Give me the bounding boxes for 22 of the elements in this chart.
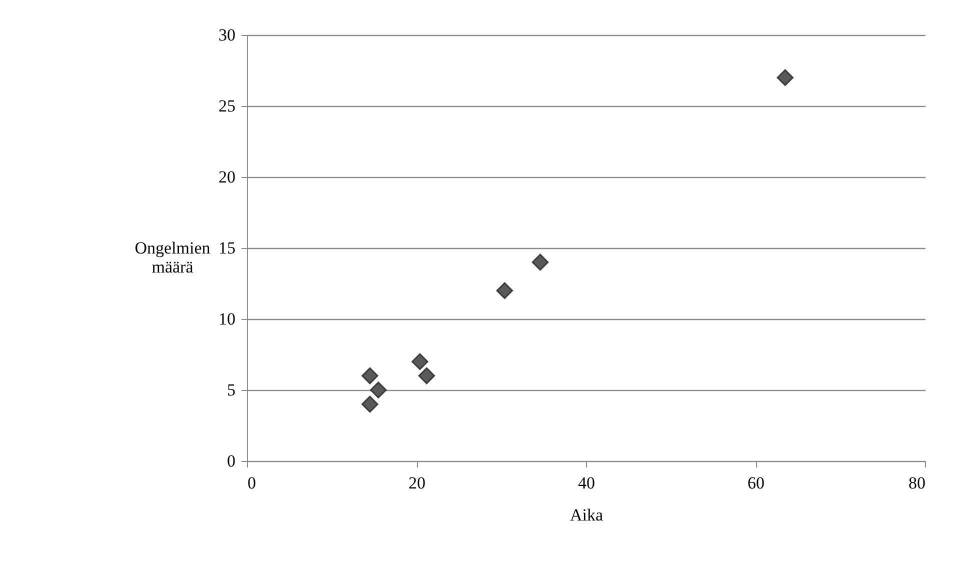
y-tick-label: 10 — [218, 310, 236, 328]
point — [412, 353, 428, 370]
y-tick-label: 0 — [227, 452, 236, 470]
point — [496, 282, 513, 299]
x-tick-label: 20 — [408, 474, 426, 492]
y-tick-label: 20 — [218, 168, 236, 186]
y-tick-label: 5 — [227, 380, 236, 400]
y-axis-title: Ongelmien määrä — [134, 238, 211, 276]
point — [362, 396, 378, 413]
y-tick-label: 15 — [218, 238, 236, 258]
y-tick-label: 30 — [218, 26, 236, 44]
x-tick-label: 0 — [248, 474, 256, 492]
x-tick-label: 40 — [578, 474, 595, 492]
y-tick-label: 25 — [218, 96, 236, 116]
point — [362, 367, 378, 384]
point — [532, 254, 549, 271]
point — [418, 367, 436, 384]
x-tick-label: 60 — [748, 474, 764, 492]
x-tick-label: 80 — [908, 474, 926, 492]
point — [370, 382, 387, 398]
point — [776, 69, 794, 86]
x-axis-title: Aika — [570, 506, 604, 524]
